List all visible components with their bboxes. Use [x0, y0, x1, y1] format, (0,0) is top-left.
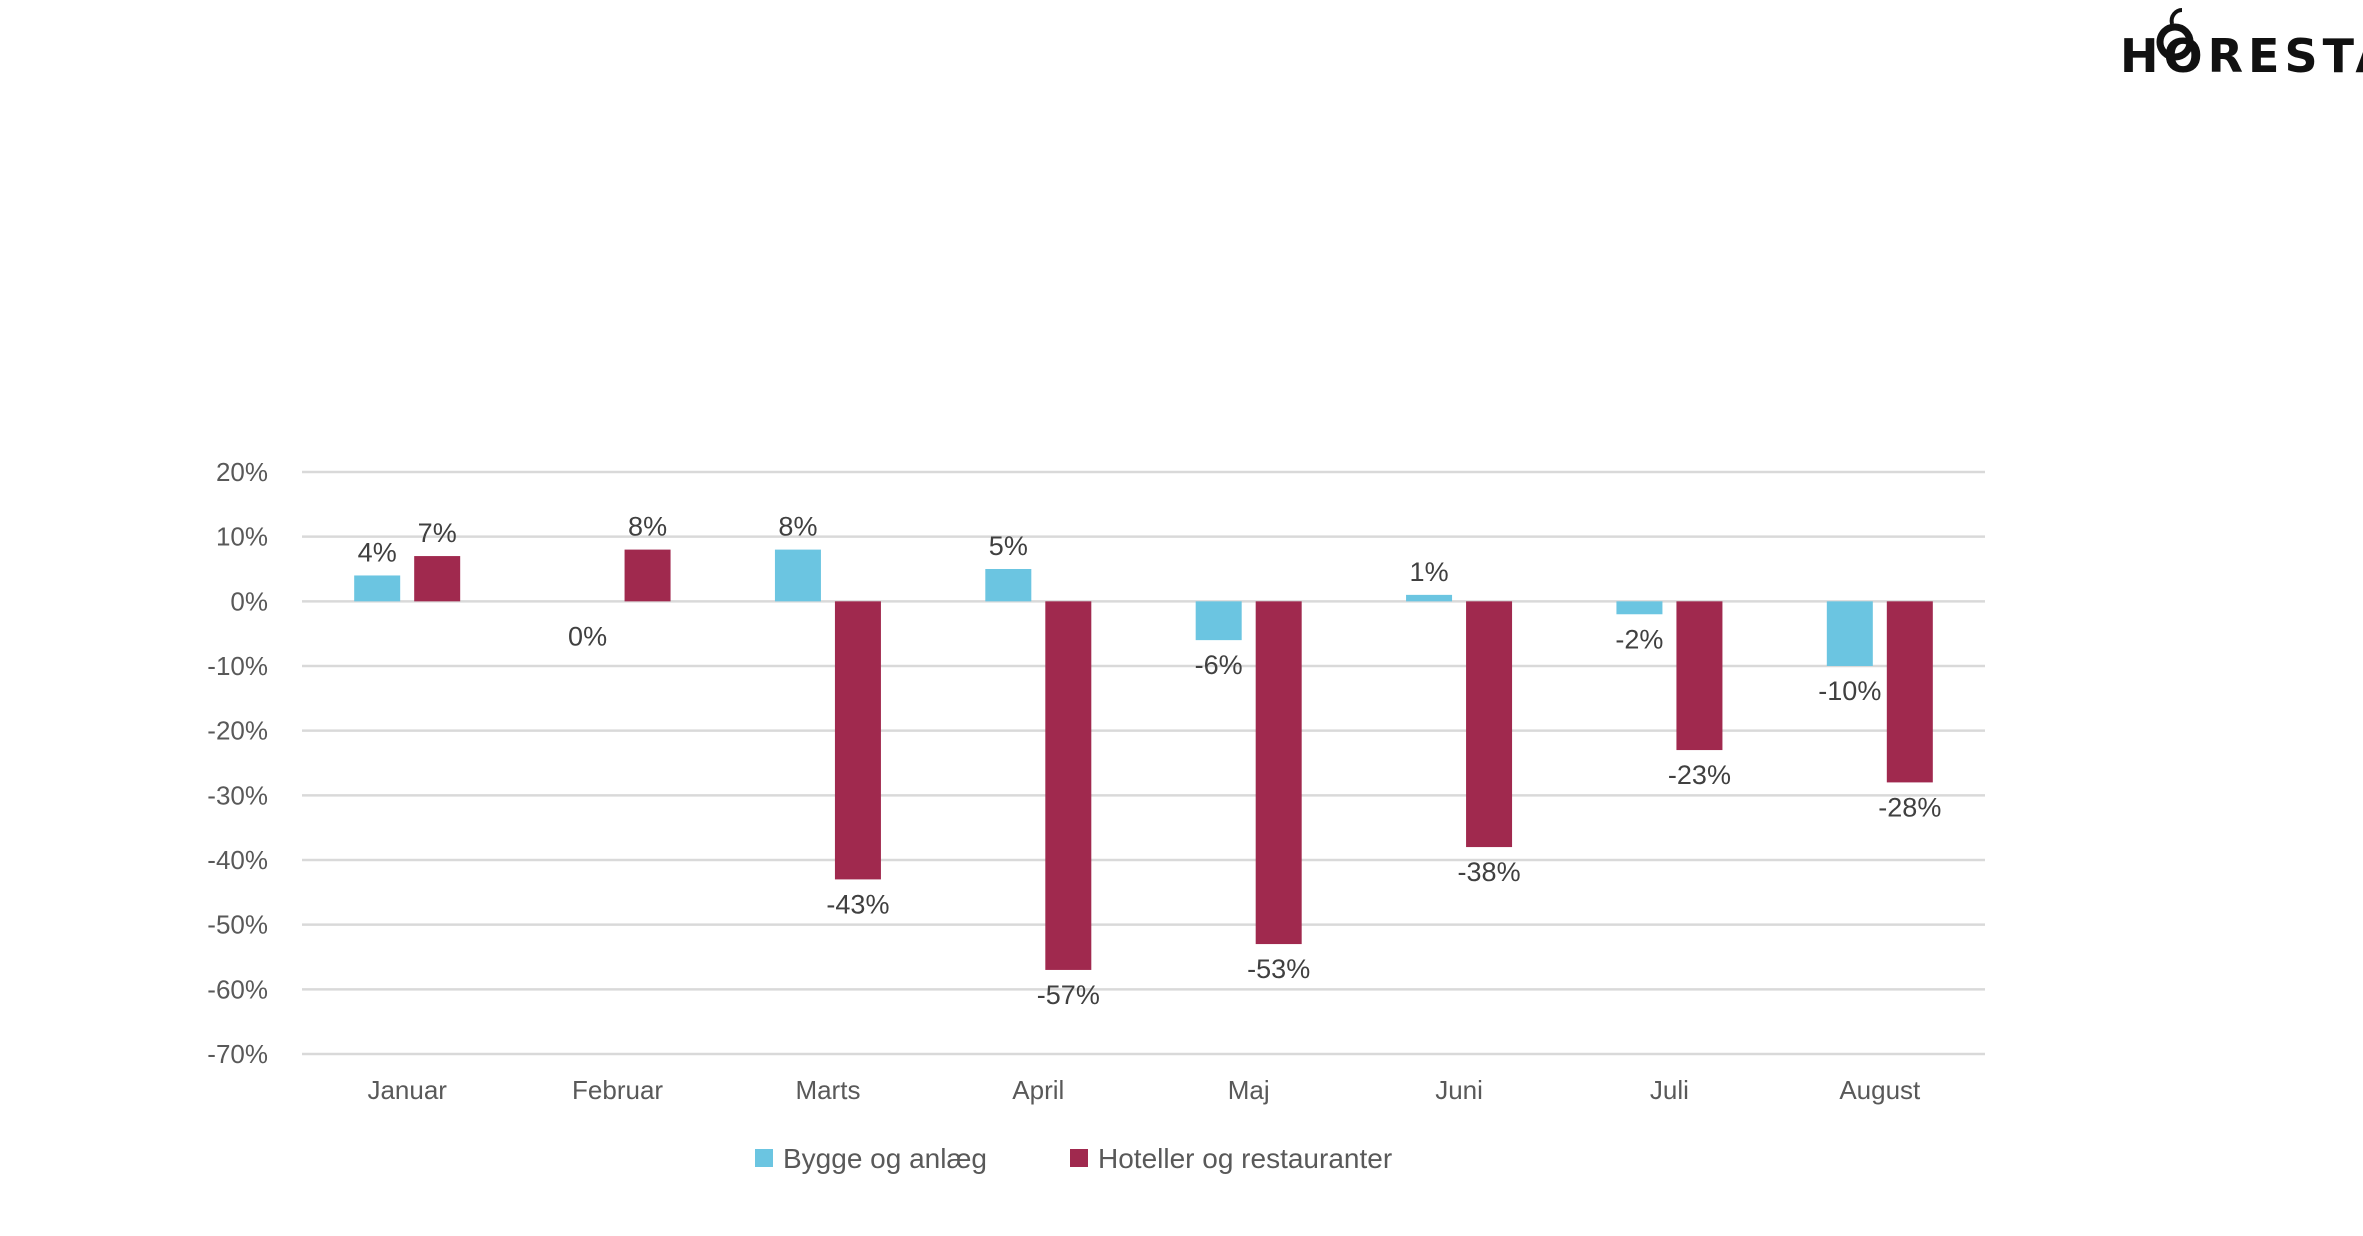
y-tick-label: -60%	[207, 974, 268, 1004]
data-label: 5%	[989, 531, 1028, 561]
data-label: -10%	[1818, 676, 1881, 706]
y-tick-label: 20%	[216, 457, 268, 487]
x-tick-label: August	[1839, 1075, 1921, 1105]
data-label: -38%	[1458, 857, 1521, 887]
y-axis: 20% 10% 0% -10% -20% -30% -40% -50% -60% -70%	[207, 457, 268, 1069]
legend-swatch	[1070, 1149, 1088, 1167]
data-label: 0%	[568, 621, 607, 651]
x-tick-label: April	[1012, 1075, 1064, 1105]
y-tick-label: -50%	[207, 910, 268, 940]
bar	[1406, 594, 1453, 602]
x-tick-label: Januar	[367, 1075, 447, 1105]
bar	[1886, 601, 1933, 783]
bar	[354, 575, 401, 602]
bar	[1676, 601, 1723, 751]
bars	[354, 549, 1933, 970]
horesta-logo: HORESTA	[2120, 8, 2363, 83]
bar	[624, 549, 671, 602]
data-label: 7%	[418, 518, 457, 548]
bar	[774, 549, 821, 602]
legend-swatch	[755, 1149, 773, 1167]
data-label: 8%	[778, 512, 817, 542]
data-label: -57%	[1037, 980, 1100, 1010]
x-tick-label: Februar	[572, 1075, 663, 1105]
x-tick-label: Juli	[1650, 1075, 1689, 1105]
data-labels: 4% 7% 0% 8% 8% -43% 5% -57% -6% -53% 1% -38% -2% -23%…	[358, 512, 1942, 1010]
y-tick-label: -70%	[207, 1039, 268, 1069]
x-axis: Januar Februar Marts April Maj Juni Juli August	[367, 1075, 1921, 1105]
bar	[1045, 601, 1092, 970]
logo-leaf-icon	[2169, 8, 2183, 25]
bar	[1255, 601, 1302, 945]
legend-label: Bygge og anlæg	[783, 1143, 987, 1174]
y-tick-label: -10%	[207, 651, 268, 681]
data-label: -2%	[1615, 624, 1663, 654]
logo-text: HORESTA	[2120, 29, 2363, 83]
data-label: -53%	[1247, 954, 1310, 984]
data-label: 8%	[628, 512, 667, 542]
data-label: -6%	[1195, 650, 1243, 680]
y-tick-label: 10%	[216, 522, 268, 552]
bar	[985, 569, 1032, 602]
legend: Bygge og anlæg Hoteller og restauranter	[755, 1143, 1392, 1174]
x-tick-label: Maj	[1228, 1075, 1270, 1105]
bar	[834, 601, 881, 880]
x-tick-label: Juni	[1435, 1075, 1483, 1105]
logo-ring-icon	[2156, 23, 2194, 61]
gridlines	[302, 470, 1985, 1056]
x-tick-label: Marts	[795, 1075, 860, 1105]
y-tick-label: 0%	[230, 586, 268, 616]
bar	[1826, 601, 1873, 666]
y-tick-label: -20%	[207, 716, 268, 746]
bar	[1616, 601, 1663, 615]
y-tick-label: -30%	[207, 780, 268, 810]
data-label: 1%	[1410, 557, 1449, 587]
legend-label: Hoteller og restauranter	[1098, 1143, 1392, 1174]
data-label: -28%	[1878, 792, 1941, 822]
y-tick-label: -40%	[207, 845, 268, 875]
data-label: -23%	[1668, 760, 1731, 790]
data-label: 4%	[358, 537, 397, 567]
data-label: -43%	[826, 889, 889, 919]
bar	[1466, 601, 1513, 848]
bar	[414, 556, 461, 602]
bar	[1195, 601, 1242, 641]
